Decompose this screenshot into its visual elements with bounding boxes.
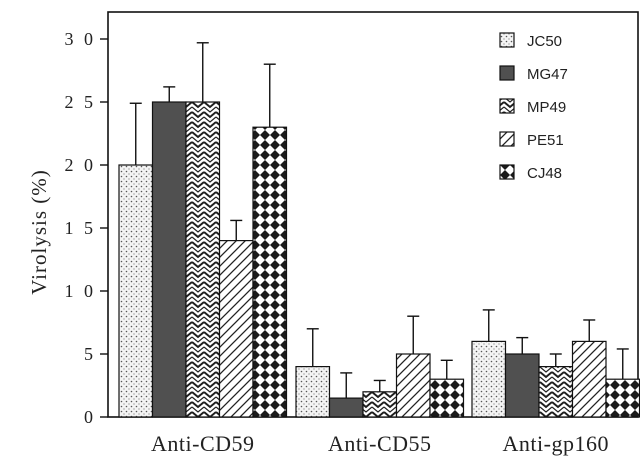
bar-mp49-anti-cd59 bbox=[185, 101, 221, 418]
y-tick-label: 2 0 bbox=[65, 155, 97, 175]
legend-label-mg47: MG47 bbox=[527, 66, 568, 83]
bar-mg47-anti-cd59 bbox=[151, 101, 187, 418]
legend-swatch-pe51 bbox=[499, 131, 515, 147]
y-tick-label: 1 0 bbox=[65, 281, 97, 301]
bar-mg47-anti-cd55 bbox=[328, 397, 364, 418]
legend-swatch-cj48 bbox=[499, 164, 515, 180]
bar-pe51-anti-cd55 bbox=[395, 353, 431, 418]
legend-label-cj48: CJ48 bbox=[527, 165, 562, 182]
bar-mp49-anti-gp160 bbox=[538, 366, 574, 418]
bar-cj48-anti-gp160 bbox=[605, 378, 640, 418]
legend-label-pe51: PE51 bbox=[527, 132, 564, 149]
error-bars-group bbox=[129, 42, 629, 399]
bar-cj48-anti-cd59 bbox=[252, 126, 288, 418]
bar-cj48-anti-cd55 bbox=[429, 378, 465, 418]
legend-swatch-mp49 bbox=[499, 98, 515, 114]
legend-swatch-jc50 bbox=[499, 32, 515, 48]
bar-jc50-anti-cd59 bbox=[118, 164, 154, 418]
x-category-label: Anti-gp160 bbox=[503, 431, 609, 456]
x-category-label: Anti-CD59 bbox=[151, 431, 255, 456]
bar-mg47-anti-gp160 bbox=[504, 353, 540, 418]
bar-pe51-anti-cd59 bbox=[218, 240, 254, 418]
bar-pe51-anti-gp160 bbox=[571, 340, 607, 418]
bar-jc50-anti-gp160 bbox=[471, 340, 507, 418]
y-tick-label: 5 bbox=[84, 344, 96, 364]
bar-jc50-anti-cd55 bbox=[295, 366, 331, 418]
bar-mp49-anti-cd55 bbox=[362, 391, 398, 418]
y-tick-label: 1 5 bbox=[65, 218, 97, 238]
legend: JC50 MG47 MP49 PE51 CJ48 bbox=[499, 32, 568, 182]
bars-group bbox=[118, 101, 640, 418]
y-tick-label: 0 bbox=[84, 407, 96, 427]
legend-swatch-mg47 bbox=[499, 65, 515, 81]
axes: 0 5 1 0 1 5 2 0 2 5 3 0 Anti-CD59 Anti-CD55 Anti-… bbox=[65, 11, 639, 456]
legend-label-jc50: JC50 bbox=[527, 33, 562, 50]
y-tick-label: 2 5 bbox=[65, 92, 97, 112]
y-tick-label: 3 0 bbox=[65, 29, 97, 49]
legend-label-mp49: MP49 bbox=[527, 99, 566, 116]
y-axis-title: Virolysis (%) bbox=[27, 169, 51, 294]
x-category-label: Anti-CD55 bbox=[328, 431, 432, 456]
